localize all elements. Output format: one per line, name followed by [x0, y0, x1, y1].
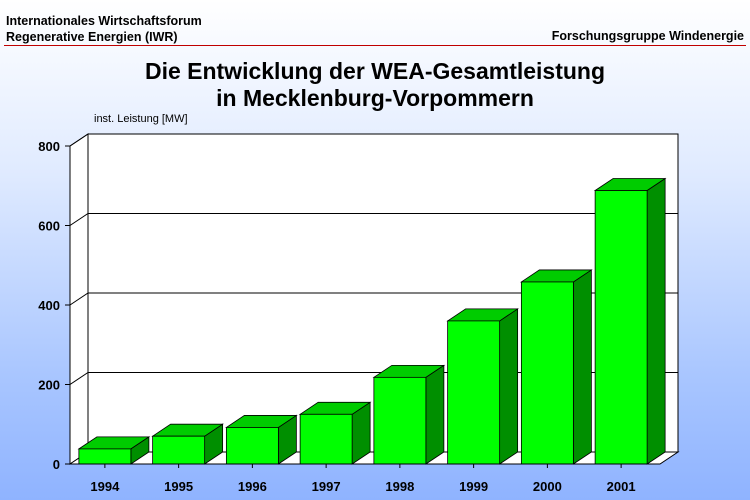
bar-front [373, 376, 427, 465]
bar [77, 436, 151, 465]
bar-side [646, 177, 666, 465]
x-tick-labels: 1994 1995 1996 1997 1998 1999 2000 2001 [90, 479, 635, 494]
organization-line-1: Internationales Wirtschaftsforum [6, 14, 202, 28]
bar [151, 423, 224, 465]
x-tick-label: 1995 [164, 479, 193, 494]
organization-line-2: Regenerative Energien (IWR) [6, 30, 178, 44]
x-tick-label: 1996 [238, 479, 267, 494]
bar-side [499, 308, 519, 465]
y-tick-label: 600 [38, 219, 60, 234]
header-divider [4, 45, 746, 46]
x-tick-label: 1997 [312, 479, 341, 494]
bar [372, 364, 446, 465]
x-tick-label: 1998 [385, 479, 414, 494]
research-group-label: Forschungsgruppe Windenergie [551, 29, 744, 43]
bar [225, 414, 298, 465]
y-tick-label: 400 [38, 298, 60, 313]
x-tick-label: 1999 [459, 479, 488, 494]
x-tick-label: 1994 [90, 479, 120, 494]
axes [65, 145, 660, 468]
bar-front [594, 190, 648, 465]
bar-side [425, 364, 445, 465]
y-axis-label: inst. Leistung [MW] [94, 113, 188, 125]
chart-title: Die Entwicklung der WEA-Gesamtleistung i… [0, 58, 750, 112]
bar [298, 401, 372, 465]
bar-front [447, 320, 501, 465]
bar-front [152, 435, 206, 465]
bar-front [225, 427, 279, 465]
gridline [69, 133, 678, 147]
y-tick-label: 0 [53, 457, 60, 472]
y-tick-label: 800 [38, 139, 60, 154]
chart-title-line-2: in Mecklenburg-Vorpommern [216, 85, 534, 111]
bar [520, 269, 593, 465]
bars [77, 177, 667, 465]
chart-title-line-1: Die Entwicklung der WEA-Gesamtleistung [144, 58, 606, 84]
bar-front [78, 448, 132, 465]
bar [593, 177, 667, 465]
bar [446, 308, 519, 465]
organization-name: Internationales Wirtschaftsforum Regener… [6, 13, 202, 45]
x-tick-label: 2001 [607, 479, 636, 494]
x-tick-label: 2000 [533, 479, 562, 494]
y-tick-label: 200 [38, 378, 60, 393]
bar-front [520, 281, 574, 465]
gridline [69, 213, 678, 226]
bar-front [299, 413, 353, 465]
y-tick-labels: 0 200 400 600 800 [38, 139, 60, 472]
bar-side [572, 269, 592, 465]
gridline [69, 292, 678, 306]
